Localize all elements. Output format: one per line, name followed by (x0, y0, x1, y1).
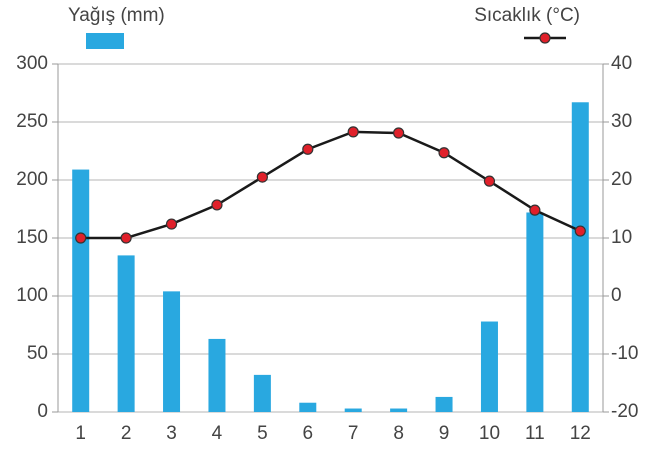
bar (526, 212, 544, 412)
bar (163, 291, 181, 412)
y2-tick-label: 30 (611, 111, 632, 132)
x-tick-label: 11 (525, 423, 545, 444)
y-tick-label: 0 (37, 401, 48, 422)
legend-marker (539, 32, 551, 44)
bar (299, 402, 317, 412)
x-tick-label: 7 (348, 423, 359, 444)
x-tick-label: 4 (212, 423, 223, 444)
y2-tick-label: 10 (611, 227, 632, 248)
bar (344, 408, 362, 412)
line-marker (347, 126, 359, 138)
bar (208, 338, 226, 412)
y2-tick-label: 20 (611, 169, 632, 190)
y-tick-label: 100 (16, 285, 48, 306)
x-tick-label: 9 (439, 423, 450, 444)
line-marker (438, 147, 450, 159)
legend-label: Yağış (mm) (68, 5, 165, 26)
legend-swatch (86, 33, 124, 49)
line-marker (211, 199, 223, 211)
bar (435, 396, 453, 412)
line-marker (483, 175, 496, 187)
line (80, 130, 581, 240)
bar (571, 102, 589, 412)
y2-tick-label: -20 (611, 401, 638, 422)
x-tick-label: 5 (257, 423, 268, 444)
bar (72, 169, 90, 412)
bar (390, 408, 408, 412)
bar (480, 321, 498, 412)
line-marker (256, 171, 268, 183)
bar (117, 255, 135, 412)
line-marker (165, 218, 178, 230)
x-tick-label: 6 (303, 423, 314, 444)
bar (253, 374, 271, 412)
line-marker (75, 232, 87, 244)
y-tick-label: 300 (16, 53, 48, 74)
x-tick-label: 12 (570, 423, 591, 444)
y-tick-label: 50 (27, 343, 48, 364)
y2-tick-label: 0 (611, 285, 622, 306)
x-tick-label: 10 (479, 423, 500, 444)
line-marker (574, 225, 586, 237)
y-tick-label: 250 (16, 111, 48, 132)
y2-tick-label: -10 (611, 343, 638, 364)
x-tick-label: 3 (166, 423, 177, 444)
legend-label: Sıcaklık (°C) (474, 5, 580, 26)
line-marker (393, 127, 405, 139)
line-marker (120, 232, 132, 244)
y-tick-label: 200 (16, 169, 48, 190)
y2-tick-label: 40 (611, 53, 632, 74)
y-tick-label: 150 (16, 227, 48, 248)
line-marker (529, 204, 541, 216)
x-tick-label: 2 (121, 423, 132, 444)
x-tick-label: 8 (393, 423, 404, 444)
x-tick-label: 1 (75, 423, 86, 444)
line-marker (302, 143, 314, 155)
